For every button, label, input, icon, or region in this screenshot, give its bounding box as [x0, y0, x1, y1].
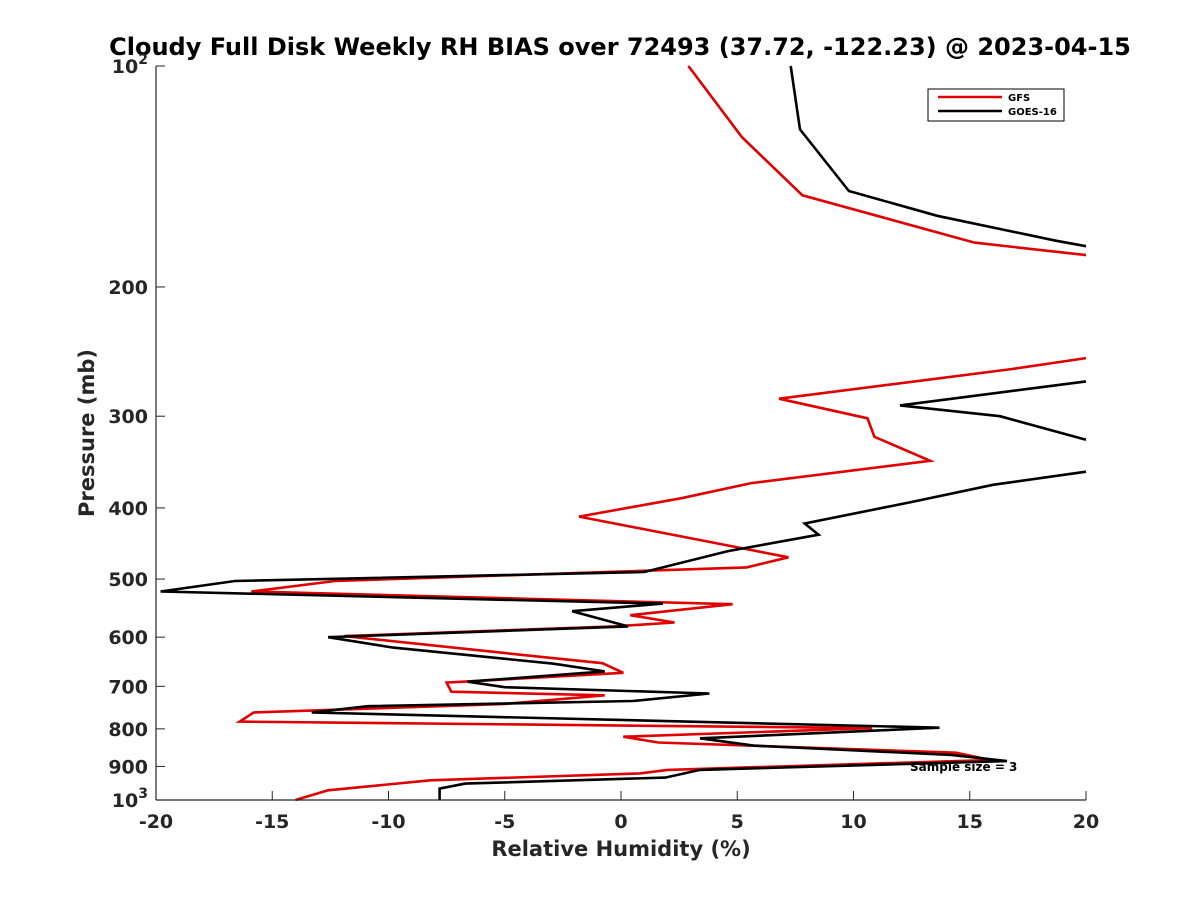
y-tick-label: 200 [108, 277, 148, 299]
y-tick-label: 300 [108, 406, 148, 428]
series-line-gfs-0 [687, 65, 1087, 257]
y-tick-label: 400 [108, 498, 148, 520]
series-line-gfs-1 [235, 356, 1087, 802]
x-tick-label: 15 [957, 811, 983, 833]
legend-label-goes16: GOES-16 [1008, 107, 1057, 118]
y-tick-label: 500 [108, 569, 148, 591]
x-tick-label: -20 [139, 811, 173, 833]
sample-size-annotation: Sample size = 3 [910, 760, 1017, 774]
y-axis-label: Pressure (mb) [75, 349, 99, 517]
x-tick-label: 0 [614, 811, 627, 833]
legend-label-gfs: GFS [1008, 93, 1030, 104]
legend: GFS GOES-16 [927, 88, 1065, 122]
y-tick-label: 103 [112, 786, 148, 812]
plot-area [156, 66, 1086, 800]
x-tick-label: -10 [371, 811, 405, 833]
x-tick-label: 20 [1073, 811, 1099, 833]
x-tick-label: 5 [731, 811, 744, 833]
series-layer [160, 65, 1087, 802]
x-axis-label: Relative Humidity (%) [491, 837, 750, 861]
y-tick-label: 700 [108, 676, 148, 698]
axis-layer: -20 -15 -10 -5 0 5 10 15 20 102 200 300 400 500 600 700… [108, 52, 1099, 833]
series-line-goes16-2 [160, 470, 1087, 800]
x-tick-label: -15 [255, 811, 289, 833]
y-tick-label: 900 [108, 756, 148, 778]
chart-title: Cloudy Full Disk Weekly RH BIAS over 724… [109, 33, 1131, 61]
series-line-goes16-0 [789, 65, 1087, 248]
y-tick-label: 600 [108, 627, 148, 649]
legend-box [927, 88, 1065, 122]
series-line-goes16-1 [899, 380, 1087, 442]
x-tick-label: -5 [494, 811, 515, 833]
y-tick-label: 102 [112, 52, 148, 78]
y-tick-label: 800 [108, 719, 148, 741]
x-tick-label: 10 [840, 811, 866, 833]
